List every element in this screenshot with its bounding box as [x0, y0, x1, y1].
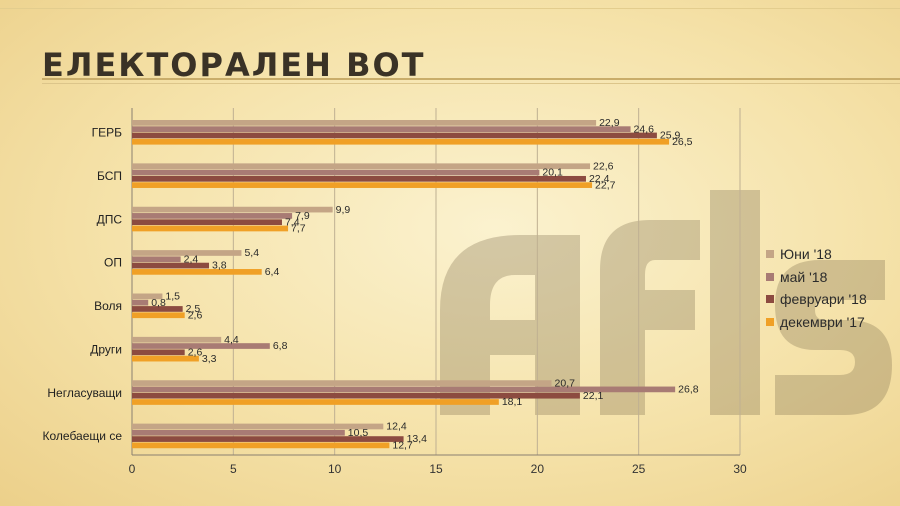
legend-swatch [766, 250, 774, 259]
data-label: 2,5 [186, 303, 201, 315]
bar [132, 343, 270, 349]
data-label: 2,4 [184, 253, 199, 265]
legend-label: декември '17 [780, 313, 865, 330]
bar [132, 293, 163, 300]
data-label: 7,9 [295, 210, 310, 222]
bar [132, 355, 199, 362]
data-label: 5,4 [244, 247, 259, 259]
data-label: 13,4 [407, 433, 428, 445]
legend-item-dec-17: декември '17 [766, 311, 867, 334]
data-label: 2,6 [188, 309, 203, 321]
bar [132, 442, 390, 449]
bar [132, 126, 631, 132]
bar [132, 213, 293, 219]
title-underline [42, 78, 900, 80]
bar [132, 206, 333, 213]
data-label: 9,9 [336, 204, 351, 216]
chart-legend: Юни '18 май '18 февруари '18 декември '1… [766, 243, 867, 333]
data-label: 7,4 [285, 216, 300, 228]
data-label: 24,6 [634, 123, 655, 135]
x-tick-label: 25 [632, 462, 646, 476]
bar [132, 423, 384, 430]
bar [132, 169, 540, 176]
data-label: 22,7 [595, 179, 616, 191]
legend-item-feb-18: февруари '18 [766, 288, 867, 311]
data-label: 20,1 [542, 167, 563, 179]
data-label: 7,7 [291, 223, 306, 235]
data-label: 22,1 [583, 390, 604, 402]
legend-item-may-18: май '18 [766, 266, 867, 289]
data-label: 2,6 [188, 346, 203, 358]
data-label: 22,6 [593, 160, 614, 172]
x-tick-label: 30 [733, 462, 747, 476]
bar [132, 436, 404, 442]
category-label: ГЕРБ [92, 126, 123, 140]
afis-logo-watermark-icon [440, 190, 892, 415]
data-label: 20,7 [555, 377, 576, 389]
category-label: ОП [104, 256, 122, 270]
legend-item-jun-18: Юни '18 [766, 243, 867, 266]
data-label: 26,5 [672, 136, 693, 148]
bar [132, 138, 670, 145]
category-label: Колебаещи се [43, 429, 123, 443]
bar [132, 349, 185, 356]
bar [132, 399, 499, 405]
legend-swatch [766, 272, 774, 281]
category-label: БСП [97, 169, 122, 183]
category-label: Воля [94, 299, 122, 313]
bar [132, 386, 676, 393]
category-label: Негласуващи [47, 386, 122, 400]
bar [132, 336, 222, 343]
category-label: ДПС [97, 212, 123, 226]
data-label: 3,3 [202, 353, 217, 365]
legend-swatch [766, 295, 774, 304]
data-label: 3,8 [212, 260, 227, 272]
top-border [0, 8, 900, 9]
bar [132, 392, 580, 399]
bar [132, 256, 181, 263]
data-label: 22,9 [599, 117, 620, 129]
page-title: ЕЛЕКТОРАЛЕН ВОТ [42, 46, 426, 84]
data-label: 12,7 [392, 440, 413, 452]
x-tick-label: 5 [230, 462, 237, 476]
data-label: 6,4 [265, 266, 280, 278]
bar [132, 306, 183, 312]
data-label: 12,4 [386, 421, 407, 433]
legend-swatch [766, 317, 774, 326]
data-label: 25,9 [660, 130, 681, 142]
data-label: 10,5 [348, 427, 369, 439]
bar [132, 225, 289, 232]
data-label: 4,4 [224, 334, 239, 346]
bar [132, 312, 185, 319]
bar [132, 380, 552, 386]
title-underline-secondary [42, 83, 900, 84]
data-label: 0,8 [151, 297, 166, 309]
x-tick-label: 0 [129, 462, 136, 476]
bar [132, 132, 657, 139]
data-label: 6,8 [273, 340, 288, 352]
bar [132, 175, 586, 182]
data-label: 1,5 [165, 291, 180, 303]
x-tick-label: 10 [328, 462, 342, 476]
x-tick-label: 15 [429, 462, 443, 476]
bar [132, 269, 262, 275]
bar [132, 299, 149, 306]
data-label: 26,8 [678, 384, 699, 396]
legend-label: февруари '18 [780, 291, 867, 308]
legend-label: Юни '18 [780, 246, 832, 263]
bar [132, 219, 282, 226]
legend-label: май '18 [780, 268, 828, 285]
category-label: Други [90, 342, 122, 356]
data-label: 18,1 [502, 396, 523, 408]
bar [132, 250, 242, 256]
x-tick-label: 20 [531, 462, 545, 476]
bar [132, 163, 591, 170]
bar [132, 429, 345, 436]
bar [132, 262, 210, 269]
bar [132, 182, 593, 188]
bar [132, 120, 597, 126]
data-label: 22,4 [589, 173, 610, 185]
